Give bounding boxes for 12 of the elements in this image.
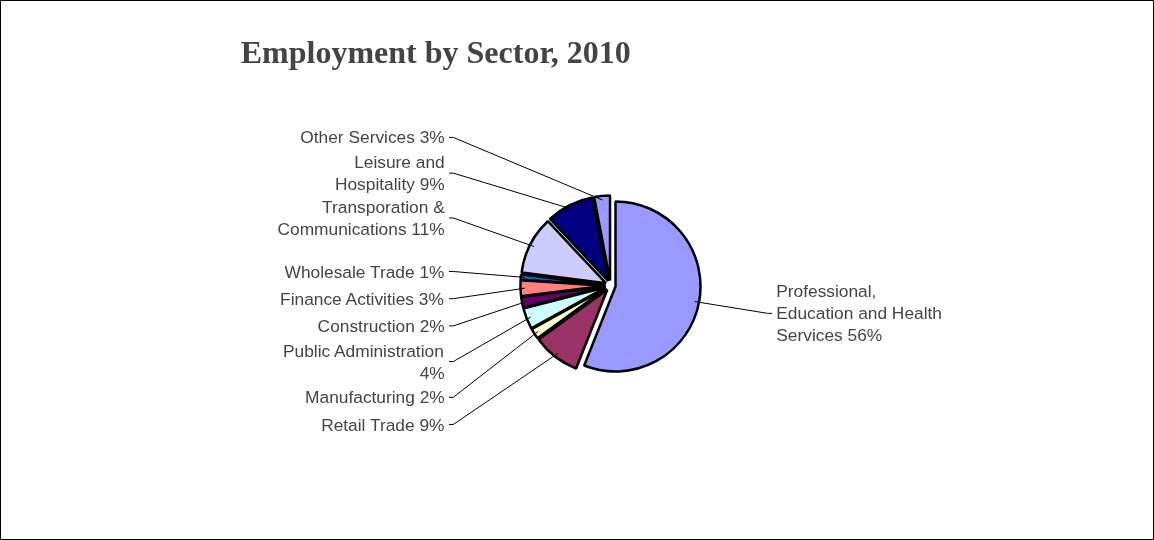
slice-label: Leisure and Hospitality 9% (334, 152, 445, 195)
slice-label: Finance Activities 3% (280, 288, 444, 309)
slice-label: Manufacturing 2% (305, 387, 445, 408)
slice-label: Public Administration (282, 340, 444, 361)
slice-label: Wholesale Trade 1% (284, 261, 445, 282)
slice-label: Professional, Education and Health Services 56% (776, 281, 942, 346)
slice-label: Construction 2% (317, 315, 445, 336)
slice-label: Retail Trade 9% (321, 414, 445, 435)
data-label: 4% (419, 362, 445, 383)
chart-title: Employment by Sector, 2010 (240, 33, 631, 70)
slice-label: Transporation & Communications 11% (277, 196, 446, 239)
slice-label: Other Services 3% (300, 127, 445, 148)
